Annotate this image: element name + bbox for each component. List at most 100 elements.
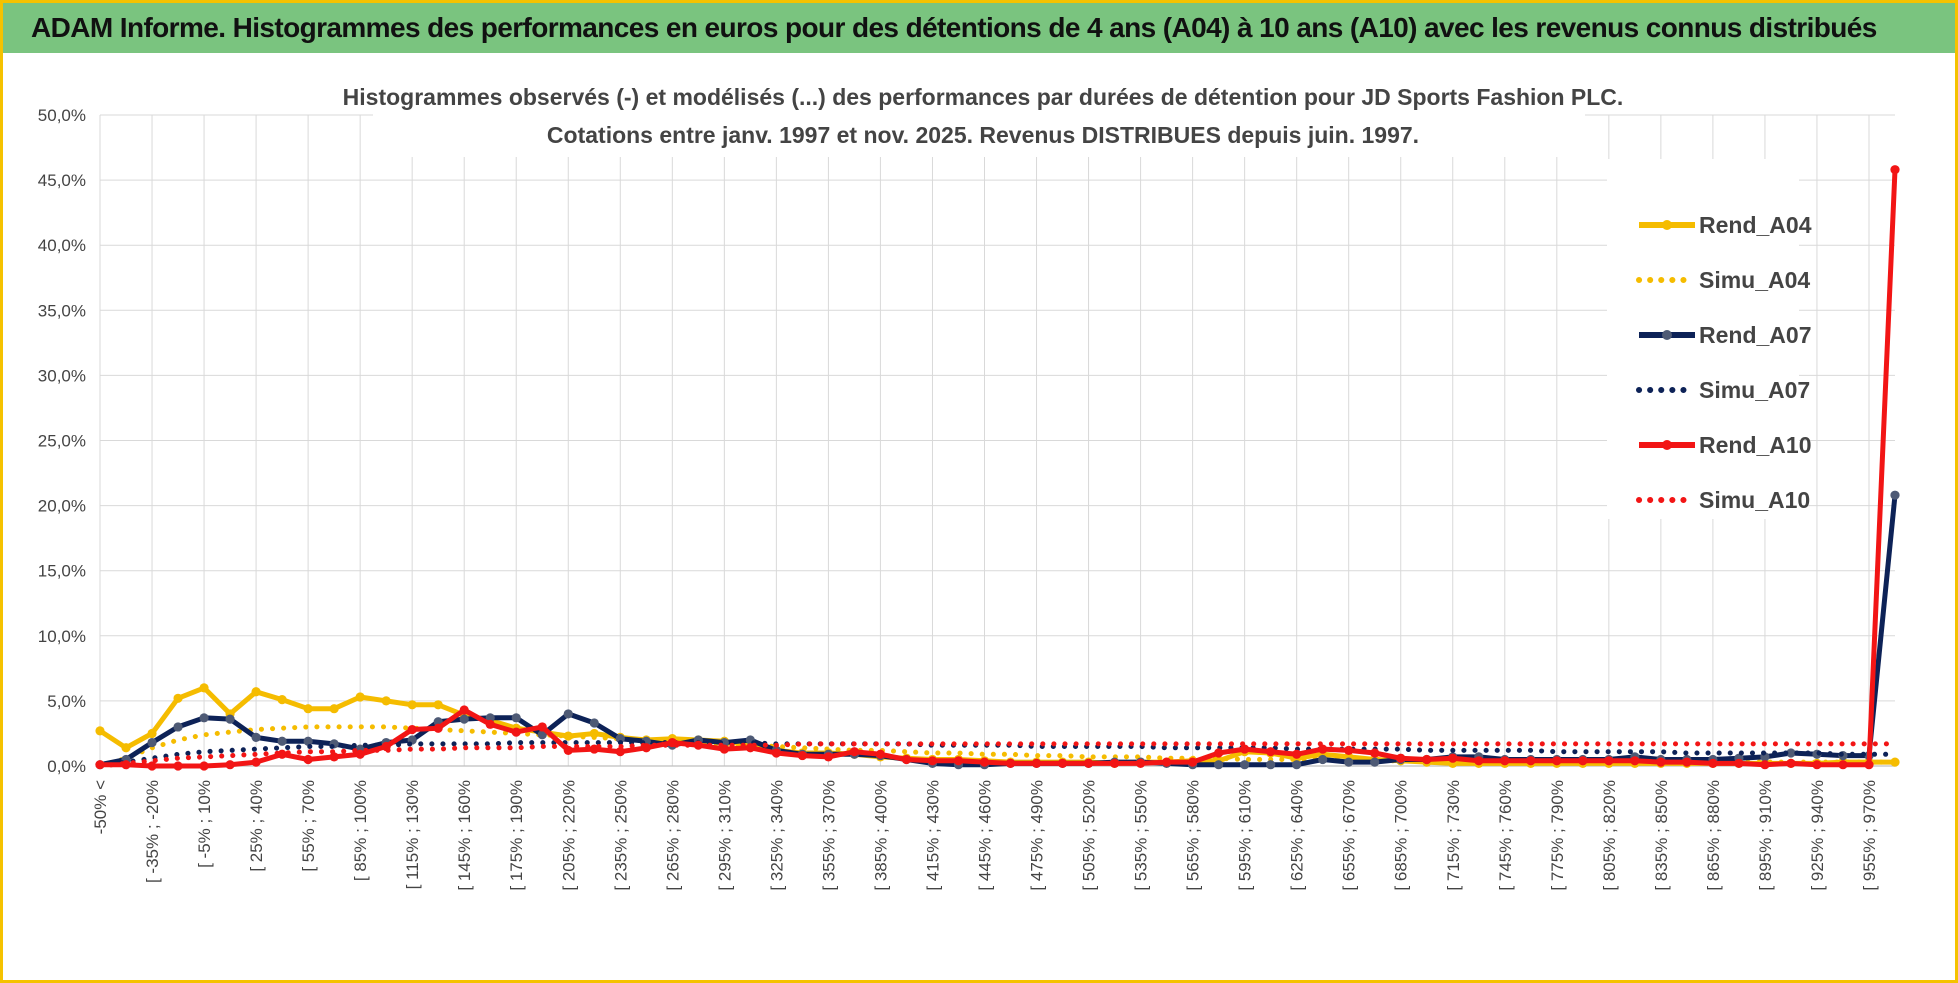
point-rend-a10: [1083, 758, 1094, 768]
point-rend-a10: [927, 756, 938, 766]
legend-label-simu-a07: Simu_A07: [1699, 377, 1810, 403]
point-rend-a04: [329, 704, 339, 714]
legend-marker-rend-a10: [1662, 440, 1672, 450]
x-tick-label: [ 775% ; 790%: [1548, 780, 1567, 891]
point-rend-a10: [1838, 760, 1848, 770]
point-rend-a04: [355, 692, 365, 702]
point-rend-a10: [875, 749, 886, 759]
legend-label-rend-a07: Rend_A07: [1699, 322, 1811, 348]
point-rend-a10: [1214, 748, 1224, 758]
chart-svg: 0,0% 5,0% 10,0% 15,0% 20,0% 25,0% 30,0% 35,0% 40…: [38, 79, 1900, 891]
point-rend-a10: [277, 749, 287, 759]
point-rend-a04: [121, 743, 131, 753]
point-rend-a10: [953, 756, 964, 766]
y-tick-label: 35,0%: [38, 301, 86, 320]
gridlines: [99, 114, 1895, 767]
x-tick-label: [ 145% ; 160%: [455, 780, 474, 891]
point-rend-a04: [147, 728, 157, 739]
x-tick-label: [ 625% ; 640%: [1288, 780, 1307, 891]
x-tick-label: [ 85% ; 100%: [351, 780, 370, 881]
x-tick-label: [ 745% ; 760%: [1496, 780, 1515, 891]
point-rend-a10: [849, 747, 860, 757]
point-rend-a04: [251, 687, 261, 697]
y-tick-label: 50,0%: [38, 106, 86, 125]
point-rend-a10: [1786, 758, 1796, 768]
series-simu-a10: [97, 741, 1898, 769]
y-tick-label: 25,0%: [38, 432, 86, 451]
x-tick-label: [ 655% ; 670%: [1340, 780, 1359, 891]
point-rend-a10: [1552, 756, 1562, 766]
point-rend-a07: [563, 709, 573, 719]
point-rend-a07: [199, 713, 209, 723]
point-rend-a10: [1161, 757, 1172, 767]
header-banner: ADAM Informe. Histogrammes des performan…: [3, 3, 1955, 53]
x-tick-label: [ 805% ; 820%: [1600, 780, 1619, 891]
x-tick-label: [ 385% ; 400%: [871, 780, 890, 891]
point-rend-a10: [1266, 747, 1276, 757]
point-rend-a07: [303, 736, 313, 746]
point-rend-a10: [329, 752, 339, 762]
legend-marker-rend-a07: [1662, 330, 1672, 340]
legend-marker-rend-a04: [1662, 220, 1672, 230]
x-tick-label: [ 895% ; 910%: [1756, 780, 1775, 891]
point-rend-a10: [1109, 758, 1120, 768]
x-tick-label: [ 445% ; 460%: [975, 780, 994, 891]
point-rend-a10: [1500, 756, 1510, 766]
point-rend-a10: [1188, 757, 1198, 767]
point-rend-a10: [407, 724, 417, 735]
chart-title: Histogrammes observés (-) et modélisés (…: [343, 79, 1623, 157]
point-rend-a10: [1864, 760, 1874, 770]
point-rend-a07: [459, 714, 469, 724]
point-rend-a10: [823, 752, 834, 762]
point-rend-a10: [433, 723, 443, 733]
y-tick-label: 5,0%: [47, 692, 86, 711]
point-rend-a10: [1630, 756, 1640, 766]
x-tick-label: [ 265% ; 280%: [663, 780, 682, 891]
point-rend-a04: [589, 728, 599, 739]
x-tick-label: [ 475% ; 490%: [1028, 780, 1047, 891]
point-rend-a10: [173, 761, 183, 771]
x-tick-label: [ 955% ; 970%: [1860, 780, 1879, 891]
point-rend-a10: [1318, 744, 1328, 754]
point-rend-a10: [615, 747, 625, 757]
x-tick-label: [ 355% ; 370%: [819, 780, 838, 891]
point-rend-a07: [1890, 490, 1900, 500]
point-rend-a07: [1318, 754, 1328, 765]
y-tick-label: 0,0%: [47, 757, 86, 776]
x-tick-label: [ 835% ; 850%: [1652, 780, 1671, 891]
y-tick-label: 15,0%: [38, 562, 86, 581]
series-lines: [95, 165, 1900, 771]
point-rend-a07: [277, 736, 287, 746]
point-rend-a10: [1890, 165, 1900, 175]
point-rend-a04: [199, 683, 209, 693]
chart-title-line: Cotations entre janv. 1997 et nov. 2025.…: [547, 122, 1419, 148]
series-rend-a07: [99, 494, 1898, 768]
x-tick-label: [ 925% ; 940%: [1808, 780, 1827, 891]
point-rend-a04: [277, 694, 287, 705]
y-tick-label: 10,0%: [38, 627, 86, 646]
y-tick-label: 30,0%: [38, 366, 86, 385]
x-tick-label: [ 715% ; 730%: [1444, 780, 1463, 891]
point-rend-a07: [1214, 760, 1224, 770]
point-rend-a10: [1057, 758, 1068, 768]
point-rend-a10: [1240, 744, 1250, 754]
point-rend-a10: [1448, 753, 1458, 763]
y-tick-label: 45,0%: [38, 171, 86, 190]
point-rend-a07: [225, 714, 235, 724]
point-rend-a10: [225, 760, 235, 770]
point-rend-a07: [1266, 760, 1276, 770]
point-rend-a10: [1422, 754, 1432, 765]
point-rend-a10: [1005, 758, 1016, 768]
point-rend-a10: [1526, 756, 1536, 766]
legend-label-simu-a10: Simu_A10: [1699, 487, 1810, 513]
point-rend-a07: [485, 713, 495, 723]
y-tick-label: 40,0%: [38, 236, 86, 255]
x-tick-label: [ 685% ; 700%: [1392, 780, 1411, 891]
legend-label-simu-a04: Simu_A04: [1699, 267, 1810, 293]
legend-background: [1607, 159, 1799, 519]
point-rend-a10: [979, 757, 990, 767]
point-rend-a10: [1734, 758, 1744, 768]
y-axis: 0,0% 5,0% 10,0% 15,0% 20,0% 25,0% 30,0% 35,0% 40…: [38, 106, 86, 776]
x-tick-label: [ 565% ; 580%: [1184, 780, 1203, 891]
